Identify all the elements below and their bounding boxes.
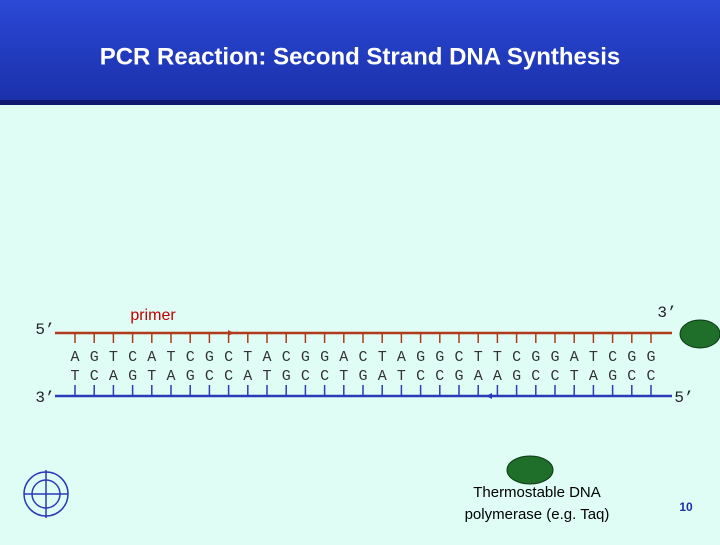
end-label: 3’	[35, 389, 54, 407]
slide-number: 10	[679, 500, 693, 514]
base: A	[262, 349, 271, 366]
base: A	[474, 368, 483, 385]
base: G	[646, 349, 655, 366]
base: C	[531, 368, 540, 385]
base: T	[493, 349, 502, 366]
base: T	[339, 368, 348, 385]
base: G	[282, 368, 291, 385]
base: A	[147, 349, 156, 366]
primer-label: primer	[130, 307, 176, 324]
base: A	[243, 368, 252, 385]
base: C	[224, 368, 233, 385]
base: C	[550, 368, 559, 385]
base: C	[90, 368, 99, 385]
base: G	[320, 349, 329, 366]
arrowhead	[228, 330, 234, 336]
base: G	[301, 349, 310, 366]
base: T	[147, 368, 156, 385]
polymerase-label: Thermostable DNA polymerase (e.g. Taq)	[465, 484, 610, 523]
base: A	[166, 368, 175, 385]
header-rule	[0, 100, 720, 105]
base: G	[186, 368, 195, 385]
base: C	[128, 349, 137, 366]
base: T	[570, 368, 579, 385]
base: G	[128, 368, 137, 385]
base: A	[397, 349, 406, 366]
base: C	[320, 368, 329, 385]
base: G	[531, 349, 540, 366]
logo	[23, 470, 69, 518]
base: T	[262, 368, 271, 385]
base: G	[205, 349, 214, 366]
base: C	[186, 349, 195, 366]
base: G	[512, 368, 521, 385]
base: A	[589, 368, 598, 385]
header	[0, 0, 720, 105]
base: G	[627, 349, 636, 366]
base: T	[378, 349, 387, 366]
base: A	[493, 368, 502, 385]
base: C	[646, 368, 655, 385]
polymerase	[679, 319, 720, 349]
base: T	[397, 368, 406, 385]
base: G	[454, 368, 463, 385]
polymerase	[506, 455, 554, 485]
base: T	[243, 349, 252, 366]
base: A	[109, 368, 118, 385]
base: C	[416, 368, 425, 385]
base: A	[70, 349, 79, 366]
base: T	[589, 349, 598, 366]
base: C	[282, 349, 291, 366]
end-label: 5’	[35, 321, 54, 339]
end-label: 3’	[657, 304, 676, 322]
base: T	[166, 349, 175, 366]
base: C	[301, 368, 310, 385]
title: PCR Reaction: Second Strand DNA Synthesi…	[100, 43, 621, 70]
base: G	[416, 349, 425, 366]
arrowhead	[486, 393, 492, 399]
base: C	[435, 368, 444, 385]
base: C	[512, 349, 521, 366]
base: T	[109, 349, 118, 366]
base: T	[70, 368, 79, 385]
base: C	[224, 349, 233, 366]
base: G	[608, 368, 617, 385]
base: C	[205, 368, 214, 385]
base: G	[358, 368, 367, 385]
base: G	[550, 349, 559, 366]
base: G	[435, 349, 444, 366]
base: T	[474, 349, 483, 366]
base: A	[339, 349, 348, 366]
base: C	[454, 349, 463, 366]
base: A	[570, 349, 579, 366]
base: A	[378, 368, 387, 385]
base: C	[358, 349, 367, 366]
base: G	[90, 349, 99, 366]
end-label: 5’	[674, 389, 693, 407]
base: C	[627, 368, 636, 385]
base: C	[608, 349, 617, 366]
